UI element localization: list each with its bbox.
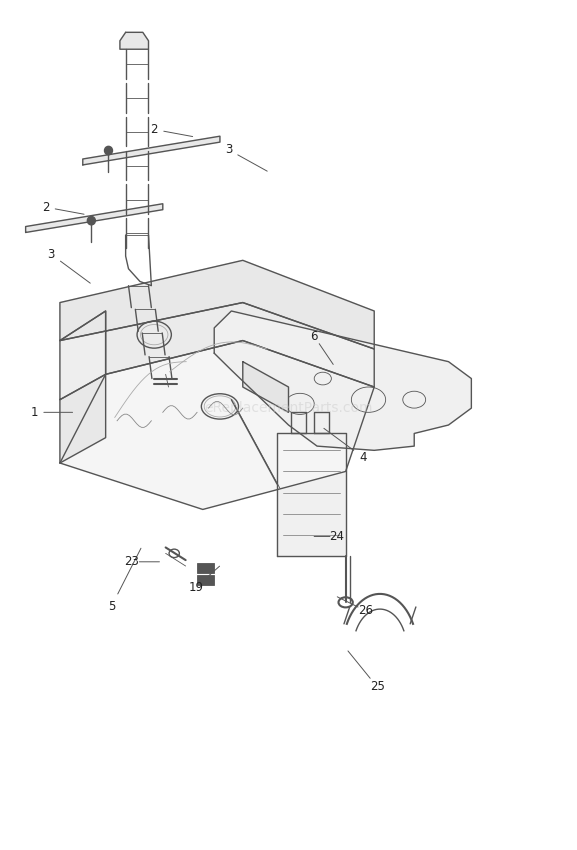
Text: 1: 1 bbox=[31, 405, 38, 419]
Polygon shape bbox=[291, 412, 306, 434]
Ellipse shape bbox=[104, 146, 113, 155]
Text: 5: 5 bbox=[108, 600, 115, 613]
Text: eReplacementParts.com: eReplacementParts.com bbox=[204, 401, 373, 415]
Polygon shape bbox=[83, 136, 220, 165]
Text: 4: 4 bbox=[359, 450, 366, 463]
Polygon shape bbox=[60, 311, 106, 399]
Bar bbox=[197, 563, 214, 573]
Polygon shape bbox=[60, 374, 106, 463]
Text: 19: 19 bbox=[189, 581, 204, 593]
Text: 24: 24 bbox=[329, 530, 344, 543]
Text: 3: 3 bbox=[225, 143, 232, 156]
Text: 25: 25 bbox=[370, 680, 384, 694]
Polygon shape bbox=[60, 260, 374, 349]
Text: 23: 23 bbox=[124, 555, 139, 569]
Polygon shape bbox=[314, 412, 328, 434]
Text: 3: 3 bbox=[48, 248, 55, 261]
Ellipse shape bbox=[87, 217, 95, 225]
Bar bbox=[197, 575, 214, 586]
Polygon shape bbox=[60, 341, 374, 509]
Text: 6: 6 bbox=[310, 330, 318, 343]
Polygon shape bbox=[120, 32, 148, 49]
Polygon shape bbox=[60, 303, 374, 387]
Polygon shape bbox=[243, 361, 288, 412]
Polygon shape bbox=[277, 434, 346, 556]
Text: 2: 2 bbox=[151, 123, 158, 136]
Polygon shape bbox=[214, 311, 471, 450]
Polygon shape bbox=[25, 204, 163, 232]
Text: 26: 26 bbox=[358, 604, 373, 617]
Text: 2: 2 bbox=[42, 201, 50, 213]
